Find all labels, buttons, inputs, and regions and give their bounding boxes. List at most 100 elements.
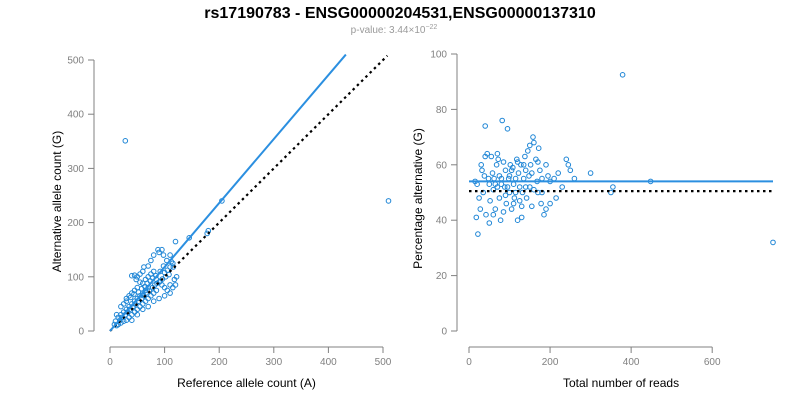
data-point — [518, 203, 525, 210]
data-point — [525, 148, 531, 154]
y-tick-label: 500 — [67, 56, 84, 67]
data-point — [508, 206, 515, 212]
data-point — [529, 203, 535, 210]
percentage-alternative-scatter: 0 20 40 60 80 100 0 200 400 600 Total number of re… — [411, 50, 776, 390]
data-point — [506, 173, 513, 179]
data-point — [150, 268, 157, 275]
data-point — [170, 284, 176, 291]
data-point — [172, 238, 179, 245]
data-point — [164, 287, 171, 294]
data-point — [156, 249, 162, 256]
data-point — [518, 162, 524, 168]
data-point — [514, 217, 521, 223]
data-point — [170, 260, 176, 267]
data-point — [475, 231, 481, 237]
data-point — [507, 162, 514, 168]
data-point — [160, 252, 167, 258]
data-point — [134, 284, 141, 291]
data-point — [559, 184, 566, 190]
data-point — [499, 117, 506, 124]
data-point — [529, 170, 535, 176]
data-point — [527, 162, 534, 168]
data-point — [131, 291, 137, 297]
data-point — [122, 138, 129, 144]
data-point — [497, 217, 504, 223]
reference-line — [109, 54, 389, 332]
data-point — [543, 206, 549, 212]
data-point — [137, 279, 143, 286]
data-point — [113, 311, 120, 318]
data-point — [150, 252, 157, 258]
data-point — [140, 306, 146, 313]
data-point — [141, 264, 147, 270]
data-point — [482, 123, 489, 129]
data-point — [478, 162, 485, 168]
data-point — [538, 200, 544, 207]
data-point — [571, 175, 578, 182]
data-point — [503, 200, 510, 207]
data-point — [619, 72, 626, 78]
data-point — [531, 139, 537, 146]
data-point — [161, 284, 168, 291]
data-point — [131, 309, 138, 315]
data-point — [608, 189, 614, 196]
fit-line — [109, 53, 347, 332]
data-point — [518, 214, 525, 221]
data-point — [482, 153, 489, 160]
data-point — [479, 167, 485, 174]
data-point — [547, 200, 553, 207]
data-point — [127, 294, 134, 301]
data-point — [156, 295, 162, 302]
data-point — [541, 211, 547, 218]
data-point — [488, 153, 495, 160]
data-point — [477, 206, 484, 212]
data-point — [563, 156, 570, 163]
data-point — [522, 184, 529, 190]
data-point — [493, 162, 500, 168]
data-point — [511, 195, 518, 201]
data-point — [481, 173, 488, 179]
data-point — [135, 289, 142, 295]
data-point — [565, 162, 572, 168]
data-point — [520, 175, 527, 182]
x-tick-label: 0 — [107, 357, 113, 368]
y-axis-label: Alternative allele count (G) — [50, 131, 64, 272]
data-point — [167, 264, 173, 270]
y-tick-label: 0 — [441, 327, 447, 338]
data-point — [487, 198, 493, 204]
data-point — [123, 317, 130, 324]
p-value-mantissa: p-value: 3.44×10 — [351, 25, 426, 36]
data-point — [150, 290, 157, 296]
data-point — [530, 134, 536, 140]
data-point — [522, 153, 528, 160]
data-point — [510, 181, 517, 187]
y-axis-label: Percentage alternative (G) — [411, 128, 425, 269]
data-point — [510, 200, 517, 207]
data-point — [539, 175, 545, 182]
data-point — [500, 159, 507, 165]
data-point — [494, 150, 501, 157]
y-tick-label: 200 — [67, 218, 84, 229]
data-point — [555, 170, 562, 176]
data-point — [502, 192, 509, 199]
data-point — [516, 198, 523, 204]
data-point — [486, 181, 493, 187]
data-point — [491, 175, 497, 182]
p-value-label: p-value: 3.44×10−22 — [351, 24, 438, 36]
x-tick-label: 400 — [623, 357, 640, 368]
data-point — [531, 186, 537, 193]
data-point — [508, 167, 515, 174]
x-tick-label: 600 — [704, 357, 721, 368]
data-point — [543, 162, 549, 168]
data-point — [506, 189, 513, 196]
data-point — [385, 198, 392, 204]
data-point — [567, 167, 574, 174]
data-point — [476, 195, 482, 201]
data-point — [143, 290, 149, 296]
data-point — [134, 306, 141, 313]
data-point — [545, 173, 551, 179]
data-point — [610, 184, 616, 190]
data-point — [118, 303, 124, 310]
data-point — [145, 295, 151, 302]
data-point — [137, 303, 143, 310]
